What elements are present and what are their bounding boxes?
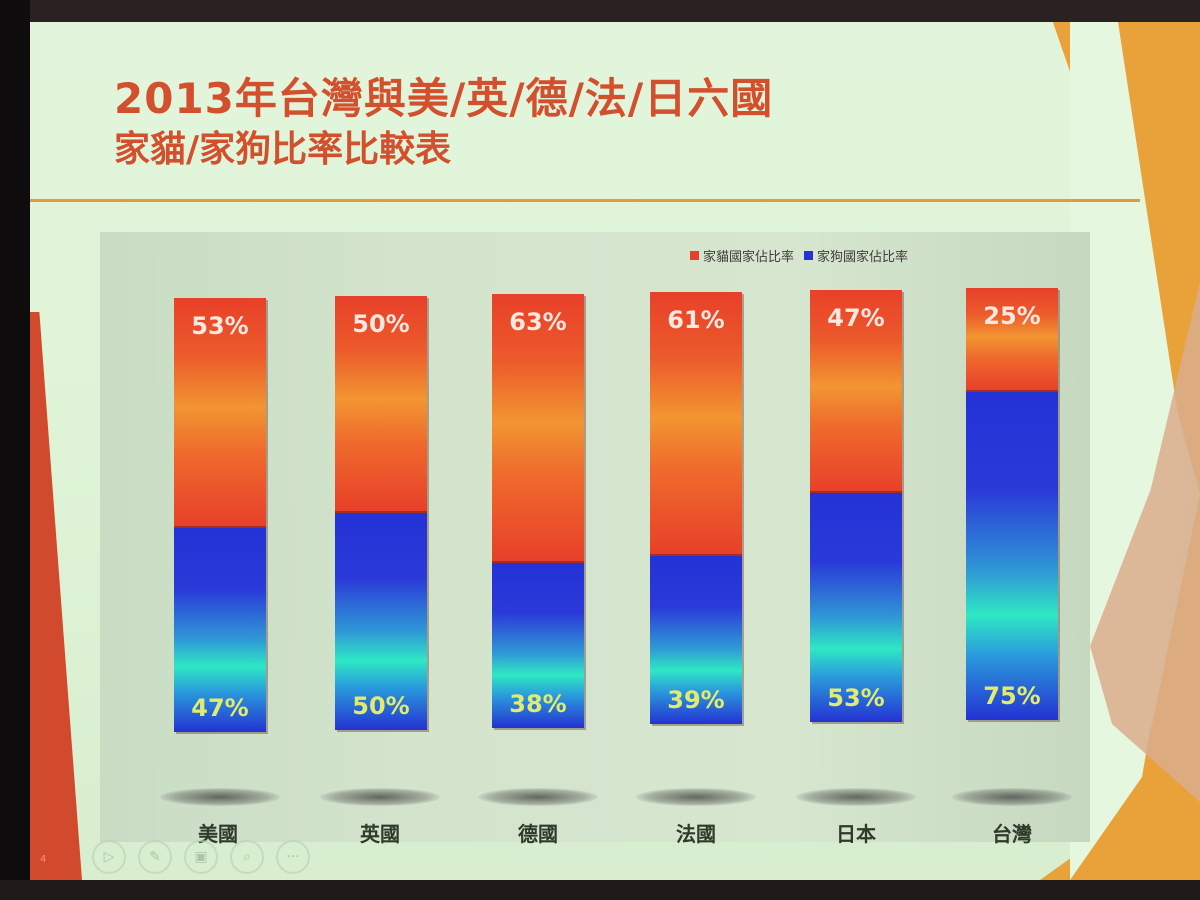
legend-item-dog: 家狗國家佔比率 [804, 246, 908, 265]
bar-shadow [320, 788, 440, 806]
bar-shadow [636, 788, 756, 806]
bar-france: 61% 39% [650, 292, 742, 724]
value-label-cat: 25% [983, 302, 1041, 330]
bar-taiwan: 25% 75% [966, 288, 1058, 720]
legend-label-dog: 家狗國家佔比率 [817, 250, 909, 265]
bar-shadow [478, 788, 598, 806]
bar-segment-dog: 39% [650, 555, 742, 724]
x-axis-label-france: 法國 [676, 822, 716, 846]
legend-label-cat: 家貓國家佔比率 [703, 250, 795, 265]
slide-title-line2: 家貓/家狗比率比較表 [114, 129, 452, 170]
bar-shadow [796, 788, 916, 806]
bar-usa: 53% 47% [174, 298, 266, 732]
bar-shadow [952, 788, 1072, 806]
value-label-cat: 50% [352, 310, 410, 338]
bar-group: 53% 47% 50% 50% [100, 232, 1090, 846]
value-label-dog: 39% [667, 685, 725, 714]
decorative-red-shape [30, 312, 82, 880]
legend-swatch-cat [690, 251, 699, 260]
bar-segment-dog: 47% [174, 528, 266, 732]
bar-segment-cat: 50% [335, 296, 427, 513]
screen-top-border [0, 0, 1200, 22]
title-divider [30, 199, 1140, 202]
slides-icon: ▣ [194, 849, 208, 865]
bar-japan: 47% 53% [810, 290, 902, 722]
x-axis-label-uk: 英國 [360, 822, 400, 846]
bar-segment-dog: 50% [335, 513, 427, 730]
zoom-button[interactable]: ⌕ [230, 840, 264, 874]
play-icon: ▷ [103, 849, 115, 865]
legend-swatch-dog [804, 251, 814, 260]
x-axis-label-taiwan: 台灣 [992, 822, 1032, 846]
play-button[interactable]: ▷ [92, 840, 126, 874]
bar-segment-cat: 25% [966, 288, 1058, 392]
value-label-dog: 38% [509, 689, 567, 718]
value-label-cat: 61% [667, 306, 725, 334]
stacked-bar-chart: 家貓國家佔比率 家狗國家佔比率 53% 47% [100, 232, 1090, 846]
slide-title: 2013年台灣與美/英/德/法/日六國 家貓/家狗比率比較表 [114, 74, 773, 174]
x-axis-label-japan: 日本 [836, 822, 876, 846]
value-label-dog: 50% [352, 692, 410, 720]
more-icon: ··· [286, 849, 300, 865]
bar-uk: 50% 50% [335, 296, 427, 730]
value-label-cat: 63% [509, 308, 567, 336]
bar-segment-cat: 63% [492, 294, 584, 564]
slide-title-line1: 2013年台灣與美/英/德/法/日六國 [114, 74, 774, 123]
bar-segment-dog: 75% [966, 391, 1058, 720]
pen-icon: ✎ [149, 849, 161, 865]
screen-bottom-border [0, 880, 1200, 900]
screen-left-border [0, 0, 30, 900]
more-button[interactable]: ··· [276, 840, 310, 874]
value-label-dog: 75% [983, 681, 1041, 710]
bar-segment-dog: 38% [492, 563, 584, 728]
slides-button[interactable]: ▣ [184, 840, 218, 874]
value-label-cat: 53% [191, 312, 249, 340]
presentation-slide: 2013年台灣與美/英/德/法/日六國 家貓/家狗比率比較表 家貓國家佔比率 家… [30, 22, 1200, 880]
bar-germany: 63% 38% [492, 294, 584, 728]
x-axis-label-germany: 德國 [518, 822, 558, 846]
chart-legend: 家貓國家佔比率 家狗國家佔比率 [690, 246, 908, 265]
presenter-toolbar: ▷ ✎ ▣ ⌕ ··· [92, 840, 310, 874]
pen-button[interactable]: ✎ [138, 840, 172, 874]
magnifier-icon: ⌕ [243, 849, 251, 865]
bar-shadow [160, 788, 280, 806]
value-label-dog: 47% [191, 693, 249, 722]
slide-number: 4 [40, 854, 47, 865]
bar-segment-cat: 53% [174, 298, 266, 529]
bar-segment-cat: 47% [810, 290, 902, 494]
value-label-cat: 47% [827, 304, 885, 332]
bar-segment-dog: 53% [810, 493, 902, 722]
value-label-dog: 53% [827, 683, 885, 712]
legend-item-cat: 家貓國家佔比率 [690, 246, 794, 265]
bar-segment-cat: 61% [650, 292, 742, 556]
